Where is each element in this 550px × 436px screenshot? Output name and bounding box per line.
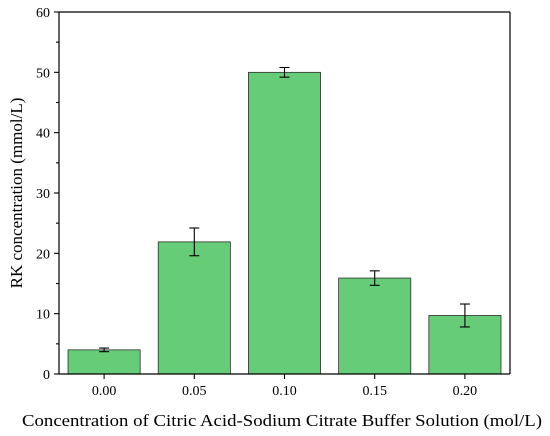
y-tick-label-5: 50 bbox=[36, 66, 50, 81]
y-tick-label-3: 30 bbox=[36, 187, 50, 202]
y-ticks-layer: 0 10 20 30 40 50 60 bbox=[36, 6, 59, 383]
y-tick-label-1: 10 bbox=[36, 308, 50, 323]
error-bar-1 bbox=[189, 227, 200, 257]
y-tick-label-4: 40 bbox=[36, 127, 50, 142]
x-tick-label-1: 0.05 bbox=[182, 384, 207, 399]
bar-0 bbox=[67, 349, 141, 375]
x-tick-label-0: 0.00 bbox=[92, 384, 117, 399]
x-tick-label-4: 0.20 bbox=[453, 384, 478, 399]
x-tick-label-2: 0.10 bbox=[272, 384, 297, 399]
y-axis-title: RK concentration (mmol/L) bbox=[7, 98, 26, 289]
x-axis-title: Concentration of Citric Acid-Sodium Citr… bbox=[22, 411, 542, 430]
x-tick-label-3: 0.15 bbox=[362, 384, 387, 399]
bars-layer bbox=[67, 71, 502, 375]
bar-3 bbox=[338, 277, 412, 375]
y-tick-label-0: 0 bbox=[43, 368, 50, 383]
bar-1 bbox=[157, 241, 231, 375]
error-bar-3 bbox=[369, 270, 380, 286]
x-ticks-layer: 0.00 0.05 0.10 0.15 0.20 bbox=[92, 374, 477, 399]
bar-2 bbox=[248, 71, 321, 375]
y-tick-label-2: 20 bbox=[36, 247, 50, 262]
error-bar-2 bbox=[279, 66, 290, 78]
error-bar-0 bbox=[99, 347, 110, 353]
y-tick-label-6: 60 bbox=[36, 6, 50, 21]
error-bar-4 bbox=[459, 303, 470, 328]
error-bars-layer bbox=[99, 66, 470, 353]
